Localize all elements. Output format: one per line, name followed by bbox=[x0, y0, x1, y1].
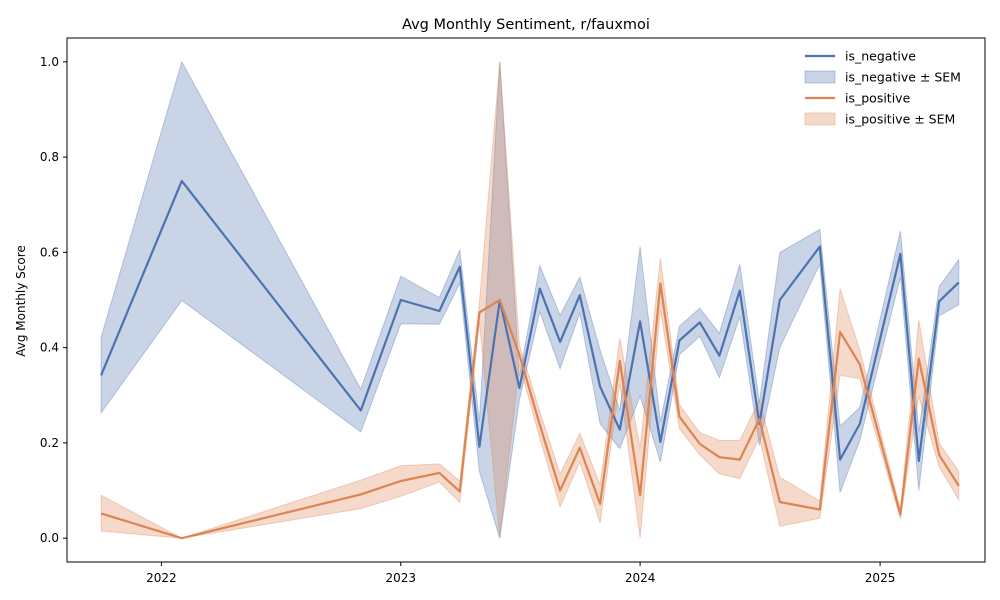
sem-bands bbox=[100, 60, 960, 539]
legend-swatch-band bbox=[804, 112, 836, 126]
series-line-is-negative bbox=[100, 179, 960, 463]
legend-label: is_negative bbox=[845, 49, 916, 64]
x-tick-label: 2024 bbox=[625, 571, 656, 585]
legend-label: is_positive bbox=[845, 91, 911, 106]
y-tick-label: 0.2 bbox=[40, 436, 59, 450]
sem-band-is-positive bbox=[100, 61, 960, 539]
y-tick-label: 1.0 bbox=[40, 55, 59, 69]
legend: is_negative is_negative ± SEM is_positivei… bbox=[804, 49, 961, 127]
x-tick-label: 2023 bbox=[385, 571, 416, 585]
sem-band-is-negative bbox=[100, 60, 960, 539]
x-tick-label: 2025 bbox=[865, 571, 896, 585]
y-tick-label: 0.6 bbox=[40, 245, 59, 259]
y-tick-label: 0.8 bbox=[40, 150, 59, 164]
chart-title: Avg Monthly Sentiment, r/fauxmoi bbox=[402, 17, 650, 33]
series-lines bbox=[100, 179, 960, 540]
axes: 0.0 0.2 0.4 0.6 0.8 1.0 2022 2023 2024 2025 bbox=[40, 37, 986, 585]
y-axis-label: Avg Monthly Score bbox=[14, 245, 28, 357]
legend-label: is_positive ± SEM bbox=[845, 112, 955, 127]
plot-frame bbox=[66, 37, 986, 563]
series-line-is-positive bbox=[100, 282, 960, 540]
legend-label: is_negative ± SEM bbox=[845, 70, 961, 85]
x-tick-label: 2022 bbox=[146, 571, 177, 585]
y-tick-label: 0.0 bbox=[40, 531, 59, 545]
y-tick-label: 0.4 bbox=[40, 341, 59, 355]
legend-swatch-band bbox=[804, 70, 836, 84]
